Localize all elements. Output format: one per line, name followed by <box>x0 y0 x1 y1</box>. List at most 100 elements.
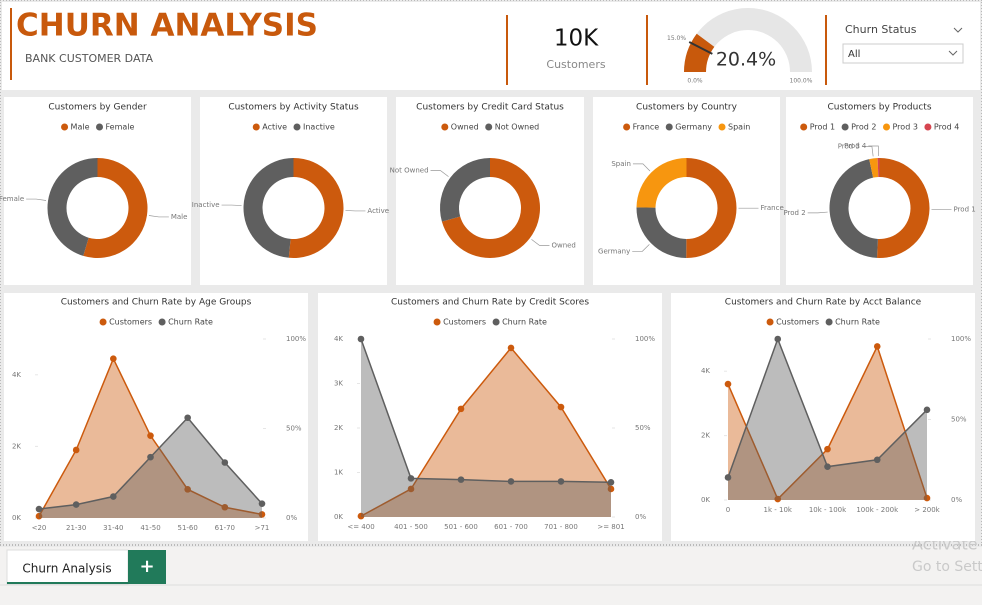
point <box>147 432 154 439</box>
y2-tick-label: 50% <box>286 425 302 433</box>
slice-label: Inactive <box>192 201 220 209</box>
point <box>824 463 831 470</box>
separator <box>825 15 827 85</box>
legend-marker <box>158 318 166 326</box>
legend-marker <box>883 123 890 131</box>
slice-label: Owned <box>551 241 575 249</box>
header-panel <box>2 2 980 90</box>
leader-line <box>868 145 879 157</box>
donut-slice <box>441 158 541 258</box>
gauge-target <box>688 41 713 55</box>
y2-tick-label: 50% <box>635 424 651 432</box>
legend-marker <box>825 318 833 326</box>
title-bar <box>10 8 12 80</box>
y-tick-label: 0K <box>701 496 710 504</box>
donut-slice <box>876 158 930 258</box>
gauge-value-label: 20.4% <box>716 49 776 71</box>
donut-slice <box>829 159 878 258</box>
area <box>361 347 611 517</box>
legend-marker <box>492 318 500 326</box>
legend-label: Male <box>71 123 90 132</box>
watermark: Go to Setti <box>912 559 982 575</box>
legend-label: Prod 1 <box>810 123 835 132</box>
separator <box>646 15 648 85</box>
tab[interactable] <box>6 549 129 585</box>
chevron <box>953 27 963 33</box>
add-tab-label[interactable]: + <box>139 556 154 577</box>
point <box>72 501 80 508</box>
y2-tick-label: 0% <box>635 513 646 521</box>
point <box>774 495 782 503</box>
legend-label: France <box>633 123 660 132</box>
tab-label[interactable]: Churn Analysis <box>22 562 111 576</box>
legend-marker <box>99 318 107 326</box>
slice-label: Prod 3 <box>838 142 860 150</box>
legend-marker <box>841 123 849 131</box>
y-tick-label: 4K <box>334 335 343 343</box>
point <box>873 343 881 350</box>
gauge-tick-label: 0.0% <box>687 78 703 85</box>
slice-label: Male <box>171 213 188 221</box>
point <box>824 445 831 453</box>
point <box>457 405 465 413</box>
slicer-value[interactable]: All <box>848 49 860 60</box>
panel <box>671 293 975 541</box>
x-tick-label: 501 - 600 <box>444 523 478 531</box>
x-tick-label: 51-60 <box>177 524 197 532</box>
x-tick-label: 0 <box>726 506 730 514</box>
donut-slice <box>288 158 344 258</box>
line <box>360 346 612 517</box>
tab-underline <box>7 582 128 584</box>
legend-marker <box>252 123 260 131</box>
point <box>221 459 229 466</box>
point <box>923 494 931 502</box>
legend-marker <box>96 123 104 131</box>
legend: France Germany Spain <box>623 123 750 132</box>
legend-label: Customers <box>443 318 486 327</box>
point <box>110 493 117 500</box>
chart-title: Customers by Country <box>636 103 738 113</box>
legend: Owned Not Owned <box>441 123 539 132</box>
point <box>507 344 515 352</box>
add-tab[interactable] <box>128 550 166 584</box>
legend-marker <box>61 123 69 131</box>
point <box>35 505 43 513</box>
slicer-dropdown[interactable] <box>842 43 964 64</box>
point <box>258 511 266 518</box>
chart-title: Customers by Credit Card Status <box>416 103 564 113</box>
slice-label: Germany <box>598 247 630 255</box>
legend: Male Female <box>61 123 135 132</box>
leader-line <box>632 244 650 252</box>
donut-slice <box>877 158 880 178</box>
title: CHURN ANALYSIS <box>16 8 318 44</box>
point <box>724 474 732 481</box>
donut-slice <box>83 158 148 258</box>
gauge-tick-label: 100.0% <box>790 78 813 85</box>
y2-tick-label: 100% <box>286 335 306 343</box>
donut-slice <box>686 158 737 258</box>
legend-marker <box>433 318 441 326</box>
slice-label: Active <box>367 207 389 215</box>
slice-label: Spain <box>611 160 631 168</box>
y2-tick-label: 0% <box>951 496 962 504</box>
separator <box>506 15 508 85</box>
chart-title: Customers by Products <box>827 103 931 113</box>
legend-marker <box>293 123 301 131</box>
gauge-target-label: 15.0% <box>667 35 686 42</box>
x-tick-label: >= 801 <box>597 523 624 531</box>
legend: Prod 1 Prod 2 Prod 3 Prod 4 <box>800 123 959 132</box>
legend-label: Customers <box>109 318 152 327</box>
y-tick-label: 4K <box>12 371 21 379</box>
legend-marker <box>485 123 493 131</box>
donut-slice <box>636 158 687 208</box>
legend-label: Female <box>106 123 135 132</box>
x-tick-label: <= 400 <box>347 523 374 531</box>
donut-slice <box>869 158 879 178</box>
point <box>258 500 266 507</box>
y-tick-label: 0K <box>12 514 21 522</box>
x-tick-label: 601 - 700 <box>494 523 528 531</box>
y2-tick-label: 0% <box>286 514 297 522</box>
point <box>557 478 565 485</box>
